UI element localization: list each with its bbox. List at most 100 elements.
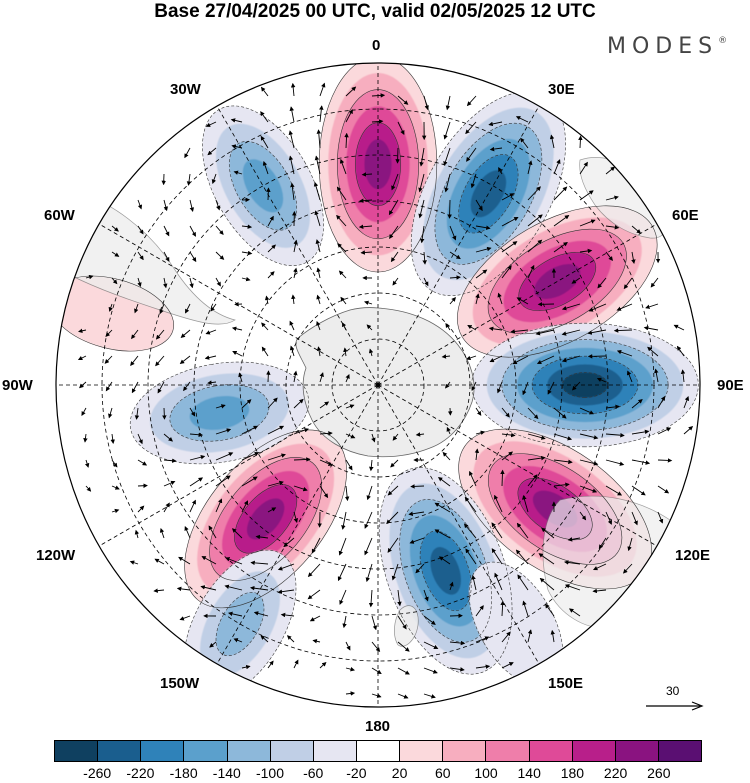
wind-vector [423, 667, 438, 674]
wind-vector [267, 425, 285, 435]
wind-vector [131, 381, 139, 394]
wind-vector [211, 173, 217, 185]
wind-vector [307, 589, 321, 600]
colorbar-tick-label: -260 [83, 765, 112, 781]
wind-vector [241, 500, 249, 513]
wind-vector [231, 326, 243, 331]
wind-vector [571, 381, 581, 391]
wind-vector [527, 474, 538, 487]
brand-registered-mark: ® [718, 36, 728, 46]
wind-vector [131, 329, 139, 340]
wind-vector [155, 329, 165, 340]
colorbar-tick-label: -220 [126, 765, 155, 781]
wind-vector [471, 381, 477, 392]
wind-vector [408, 511, 425, 516]
colorbar-tick-label: 260 [647, 765, 671, 781]
wind-vector [178, 556, 191, 565]
wind-vector [83, 433, 88, 443]
wind-vector [397, 667, 410, 675]
meridian [377, 384, 540, 665]
wind-vector [241, 224, 253, 229]
wind-vector [179, 615, 191, 621]
colorbar-segment [313, 741, 357, 761]
wind-vector [291, 294, 296, 305]
wind-vector [541, 527, 555, 539]
colorbar-segment [615, 741, 659, 761]
colorbar-tick-label: 100 [474, 765, 498, 781]
wind-vector [233, 638, 243, 643]
wind-vector [189, 477, 204, 487]
wind-vector [208, 525, 217, 539]
wind-vector [289, 320, 295, 331]
wind-vector [517, 574, 529, 591]
wind-vector [260, 111, 269, 123]
wind-vector [78, 328, 87, 334]
wind-vector [631, 251, 636, 264]
wind-vector [189, 225, 196, 237]
wind-vector [680, 369, 686, 383]
wind-vector [230, 118, 243, 123]
wind-vector [622, 563, 633, 574]
colorbar-segment [443, 741, 487, 761]
wind-vector [342, 615, 347, 629]
wind-vector [676, 345, 685, 357]
wind-vector [449, 640, 466, 646]
wind-vector [344, 132, 349, 149]
wind-vector [336, 214, 347, 227]
wind-vector [527, 160, 533, 175]
wind-vector [475, 407, 482, 416]
wind-vector [561, 303, 581, 311]
wind-vector [471, 574, 477, 591]
lon-label-120w: 120W [36, 547, 76, 564]
wind-vector [314, 155, 321, 175]
colorbar-segment [658, 741, 702, 761]
wind-vector [368, 589, 374, 608]
wind-vector [390, 459, 399, 468]
wind-vector [319, 459, 333, 466]
wind-vector [527, 264, 535, 279]
wind-vector [475, 293, 480, 305]
wind-vector [364, 537, 373, 556]
wind-vector [261, 346, 269, 357]
wind-vector [561, 329, 581, 336]
wind-vector [500, 469, 505, 487]
wind-vector [231, 144, 243, 149]
wind-vector [463, 523, 477, 539]
wind-vector [475, 636, 490, 643]
wind-vector [163, 433, 173, 442]
wind-vector [616, 349, 633, 357]
wind-vector [657, 395, 666, 409]
wind-vector [280, 612, 295, 618]
map-boundary [55, 62, 701, 708]
wind-vector [449, 667, 465, 672]
wind-vector [360, 250, 373, 255]
wind-vector [418, 199, 425, 219]
wind-vector [449, 297, 456, 305]
wind-vector [253, 611, 269, 617]
wind-vector [423, 641, 439, 649]
wind-vector [84, 459, 90, 468]
colorbar-tick-label: 140 [517, 765, 541, 781]
wind-vector [445, 95, 451, 111]
wind-vector [231, 528, 243, 539]
wind-vector [183, 381, 191, 392]
wind-vector [241, 476, 258, 487]
wind-vector [154, 558, 165, 565]
wind-vector [162, 407, 167, 420]
colorbar-segment [356, 741, 401, 761]
wind-vector [605, 224, 620, 230]
wind-vector [387, 537, 399, 553]
wind-vector [449, 275, 461, 280]
wind-vector [389, 225, 399, 239]
wind-vector [588, 303, 607, 312]
colorbar-segment [98, 741, 142, 761]
wind-vector [369, 459, 374, 472]
wind-vector [422, 251, 427, 265]
wind-vector [605, 404, 620, 410]
wind-vector [319, 401, 330, 409]
wind-vector [293, 659, 299, 669]
wind-vector [366, 324, 373, 331]
wind-vector [553, 433, 573, 441]
wind-vector [527, 629, 533, 643]
wind-vector [387, 485, 399, 496]
